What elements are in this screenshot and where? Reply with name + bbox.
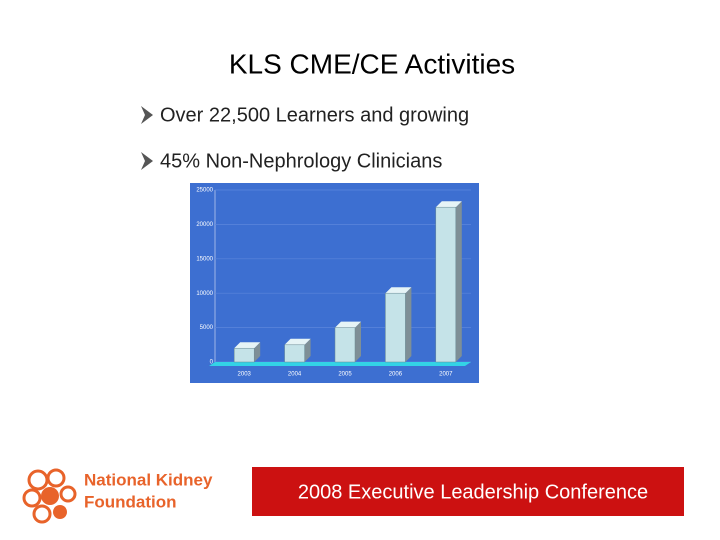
bar-top [435,201,462,208]
bar-top [284,338,311,345]
y-tick-label: 0 [210,360,214,366]
y-tick-label: 15000 [196,256,213,262]
x-tick-label: 2004 [288,372,302,378]
y-tick-label: 10000 [196,291,213,297]
bar-top [234,342,261,349]
x-tick-label: 2003 [238,372,252,378]
x-tick-label: 2005 [338,372,352,378]
bar-top [385,287,412,294]
x-tick-label: 2006 [389,372,403,378]
logo-text: Foundation [84,492,177,511]
bullet-arrow [141,152,153,170]
bar [233,347,255,363]
bar-side [455,201,462,362]
y-tick-label: 25000 [196,188,213,194]
logo: National Kidney Foundation [22,468,213,524]
footer-box [252,467,684,516]
x-tick-label: 2007 [439,372,453,378]
bar [435,206,457,363]
bar-side [304,338,311,362]
bullet-text: Over 22,500 Learners and growing [160,104,469,126]
bar [284,344,305,363]
bar [385,292,406,363]
bar [334,327,356,363]
y-tick-label: 5000 [200,325,214,331]
chart: 0 5000 10000 15000 20000 25000 2003 2004 2005 200… [196,188,471,378]
bar-side [355,321,361,362]
bar-side [405,287,412,362]
bar-top [335,321,361,328]
bullet-text: 45% Non-Nephrology Clinicians [160,150,442,172]
floor [209,362,471,366]
bar-side [254,342,261,362]
slide-title: KLS CME/CE Activities [229,48,515,79]
footer-text: 2008 Executive Leadership Conference [298,481,648,503]
y-tick-label: 20000 [196,222,213,228]
bullet-arrow [141,106,153,124]
logo-text: National Kidney [84,470,213,489]
